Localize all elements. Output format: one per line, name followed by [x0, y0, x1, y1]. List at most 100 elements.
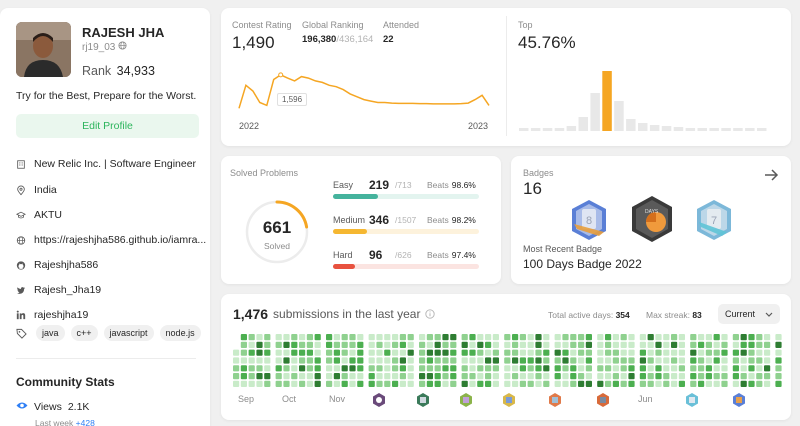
twitter-row[interactable]: Rajesh_Jha19	[16, 284, 101, 296]
linkedin-row[interactable]: rajeshjha19	[16, 309, 88, 321]
hard-progress-bar	[333, 264, 479, 269]
github-link[interactable]: Rajeshjha586	[34, 259, 99, 271]
heatmap-cell	[578, 373, 585, 380]
last-week-label: Last week	[35, 418, 74, 426]
contest-rating-card: Contest Rating 1,490 Global Ranking 196,…	[221, 8, 791, 146]
heatmap-cell	[705, 373, 712, 380]
heatmap-cell	[306, 380, 313, 387]
heatmap-cell	[485, 334, 492, 341]
heatmap-cell	[775, 357, 782, 364]
contest-rating-label: Contest Rating	[232, 20, 292, 30]
monthly-badge-icon	[733, 393, 745, 407]
heatmap-cell	[419, 349, 426, 356]
edit-profile-button[interactable]: Edit Profile	[16, 114, 199, 138]
heatmap-cell	[349, 365, 356, 372]
heatmap-cell	[248, 380, 255, 387]
easy-progress-bar	[333, 194, 479, 199]
badge-year-text: DAYS	[645, 209, 659, 215]
heatmap-cell	[740, 349, 747, 356]
period-select[interactable]: Current	[718, 304, 780, 324]
submission-heatmap[interactable]	[233, 334, 783, 390]
heatmap-cell	[306, 349, 313, 356]
heatmap-cell	[283, 373, 290, 380]
medium-beats: Beats 98.2%	[427, 215, 476, 225]
heatmap-cell	[485, 373, 492, 380]
heatmap-cell	[368, 357, 375, 364]
heatmap-cell	[341, 341, 348, 348]
total-active-days: Total active days: 354	[548, 310, 630, 320]
easy-total: /713	[395, 180, 412, 190]
histogram-bar	[638, 123, 648, 131]
heatmap-cell	[732, 373, 739, 380]
heatmap-cell	[764, 349, 771, 356]
heatmap-cell	[392, 373, 399, 380]
attended-label: Attended	[383, 20, 420, 30]
easy-label: Easy	[333, 180, 354, 190]
heatmap-cell	[570, 380, 577, 387]
heatmap-cell	[357, 334, 364, 341]
badge-100-days-icon[interactable]: DAYS	[629, 194, 675, 249]
skill-tag[interactable]: node.js	[159, 325, 201, 341]
website-row[interactable]: https://rajeshjha586.github.io/iamra...	[16, 234, 206, 246]
heatmap-cell	[698, 380, 705, 387]
heatmap-cell	[512, 341, 519, 348]
attended-value: 22	[383, 34, 394, 45]
medium-total: /1507	[395, 215, 417, 225]
heatmap-cell	[740, 365, 747, 372]
website-link[interactable]: https://rajeshjha586.github.io/iamra...	[34, 234, 207, 246]
avatar[interactable]	[16, 22, 71, 77]
skill-tags: java c++ javascript node.js	[16, 325, 201, 341]
heatmap-cell	[450, 334, 457, 341]
heatmap-cell	[705, 349, 712, 356]
heatmap-cell	[562, 349, 569, 356]
heatmap-cell	[620, 349, 627, 356]
heatmap-cell	[264, 341, 271, 348]
heatmap-cell	[655, 380, 662, 387]
top-percentile-histogram[interactable]	[519, 70, 779, 132]
heatmap-cell	[678, 341, 685, 348]
heatmap-cell	[264, 349, 271, 356]
heatmap-cell	[461, 349, 468, 356]
skill-tag[interactable]: javascript	[103, 325, 154, 341]
heatmap-cell	[264, 334, 271, 341]
heatmap-cell	[477, 380, 484, 387]
heatmap-cell	[628, 341, 635, 348]
solved-problems-card: Solved Problems 661 Solved Easy 219 /713…	[221, 156, 501, 284]
linkedin-link[interactable]: rajeshjha19	[34, 309, 89, 321]
heatmap-cell	[426, 349, 433, 356]
badge-7-icon[interactable]: 7	[694, 198, 734, 247]
heatmap-cell	[554, 341, 561, 348]
heatmap-cell	[690, 365, 697, 372]
heatmap-cell	[485, 349, 492, 356]
heatmap-cell	[764, 357, 771, 364]
hard-beats: Beats 97.4%	[427, 250, 476, 260]
heatmap-cell	[240, 334, 247, 341]
histogram-bar	[757, 128, 767, 131]
heatmap-cell	[299, 341, 306, 348]
heatmap-cell	[721, 365, 728, 372]
twitter-link[interactable]: Rajesh_Jha19	[34, 284, 102, 296]
rating-history-chart[interactable]	[235, 66, 495, 116]
heatmap-cell	[248, 349, 255, 356]
heatmap-cell	[407, 373, 414, 380]
heatmap-cell	[326, 334, 333, 341]
arrow-right-icon[interactable]	[763, 167, 779, 188]
github-row[interactable]: Rajeshjha586	[16, 259, 98, 271]
histogram-bar	[566, 126, 577, 131]
skill-tag[interactable]: java	[36, 325, 65, 341]
heatmap-cell	[756, 365, 763, 372]
heatmap-cell	[690, 349, 697, 356]
heatmap-cell	[512, 357, 519, 364]
heatmap-cell	[655, 365, 662, 372]
period-selected: Current	[725, 309, 756, 319]
histogram-bar	[721, 128, 731, 131]
heatmap-cell	[748, 341, 755, 348]
heatmap-cell	[368, 341, 375, 348]
skill-tag[interactable]: c++	[70, 325, 98, 341]
heatmap-cell	[384, 365, 391, 372]
info-icon[interactable]	[425, 309, 436, 319]
badge-8-icon[interactable]: 8	[569, 198, 609, 247]
heatmap-cell	[407, 380, 414, 387]
heatmap-cell	[554, 380, 561, 387]
heatmap-cell	[655, 334, 662, 341]
